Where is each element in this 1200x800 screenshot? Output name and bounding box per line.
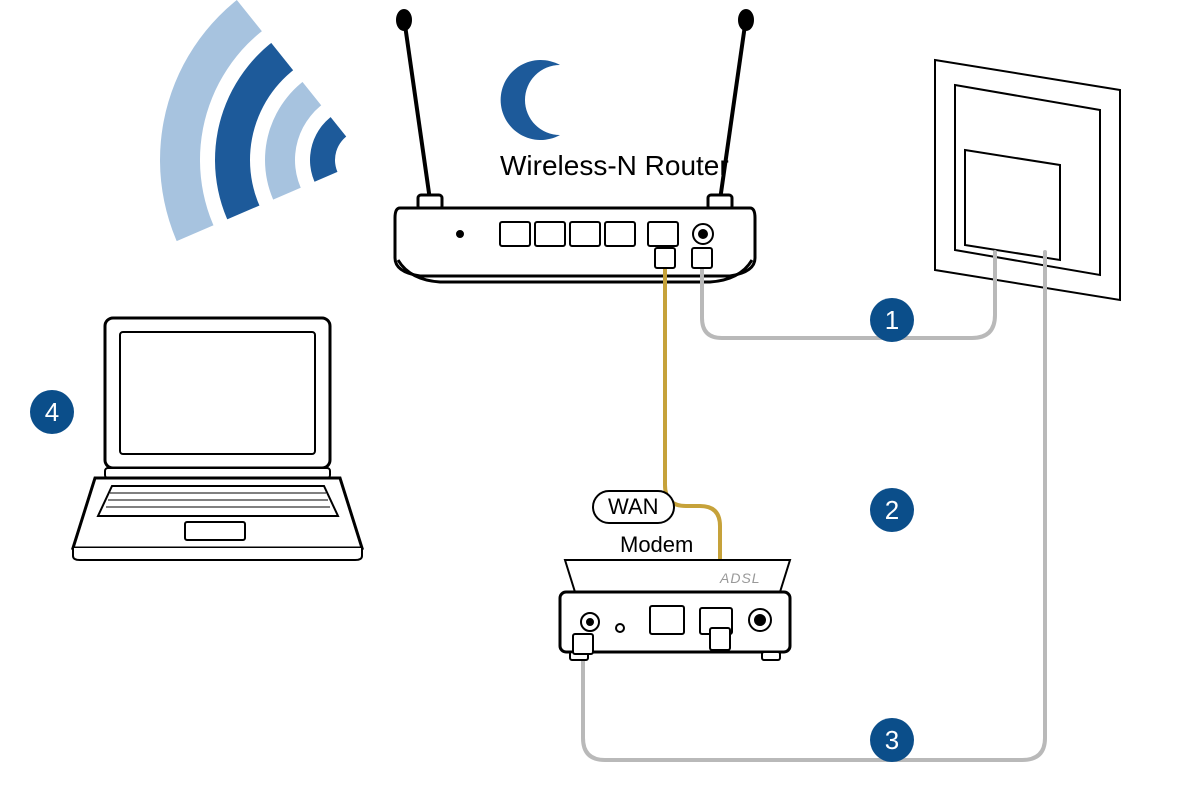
router [395, 11, 755, 282]
diagram-svg [0, 0, 1200, 800]
step-badge-2: 2 [870, 488, 914, 532]
wifi-small-crescent [501, 60, 560, 140]
wan-label: WAN [592, 490, 675, 524]
adsl-label: ADSL [720, 570, 761, 586]
router-label: Wireless-N Router [500, 150, 729, 182]
step-badge-1: 1 [870, 298, 914, 342]
diagram-stage: Wireless-N Router WAN Modem ADSL 1 2 3 4 [0, 0, 1200, 800]
laptop [73, 318, 362, 560]
step-badge-3-text: 3 [885, 725, 899, 756]
step-badge-1-text: 1 [885, 305, 899, 336]
step-badge-2-text: 2 [885, 495, 899, 526]
step-badge-4: 4 [30, 390, 74, 434]
step-badge-3: 3 [870, 718, 914, 762]
step-badge-4-text: 4 [45, 397, 59, 428]
wall-outlet [935, 60, 1120, 300]
modem-label: Modem [620, 532, 693, 558]
